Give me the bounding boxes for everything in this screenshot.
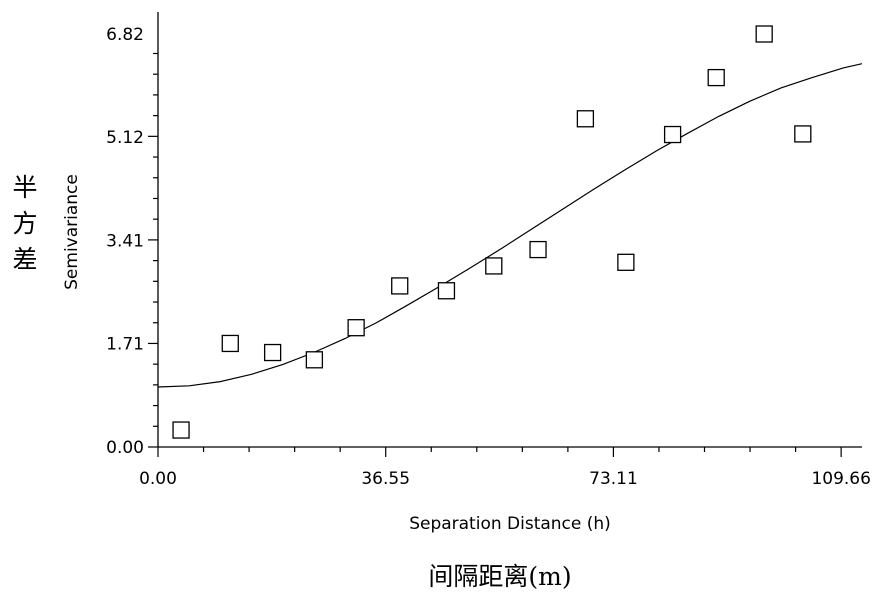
x-axis-title: Separation Distance (h) xyxy=(409,514,611,534)
data-point-square xyxy=(172,421,190,439)
data-points-layer xyxy=(172,25,812,439)
model-curve-layer xyxy=(157,63,863,388)
x-axis-title-cn: 间隔距离(m) xyxy=(428,562,571,591)
y-tick-label: 3.41 xyxy=(106,232,144,252)
data-point-square xyxy=(529,240,547,259)
model-curve xyxy=(157,63,863,388)
data-point-square xyxy=(617,253,635,271)
data-point-square xyxy=(437,282,456,300)
data-point-square xyxy=(755,25,773,43)
data-point-square xyxy=(576,110,595,128)
x-tick-label: 0.00 xyxy=(139,469,177,489)
plot-frame xyxy=(157,12,862,448)
data-point-square xyxy=(347,319,365,337)
data-point-square xyxy=(485,257,503,275)
x-axis-ticks: 0.00 36.55 73.11 109.66 xyxy=(139,447,871,489)
y-axis-title-cn-char-3: 差 xyxy=(12,245,37,274)
x-tick-label: 36.55 xyxy=(361,469,410,489)
y-axis-ticks: 0.00 1.71 3.41 5.12 6.82 xyxy=(106,25,158,458)
y-tick-label: 0.00 xyxy=(106,438,144,458)
data-point-square xyxy=(794,125,812,143)
y-axis-title-cn-char-2: 方 xyxy=(12,209,37,238)
x-tick-label: 109.66 xyxy=(811,469,870,489)
y-tick-label: 6.82 xyxy=(106,25,144,45)
y-tick-label: 1.71 xyxy=(106,334,144,354)
data-point-square xyxy=(391,277,409,295)
y-axis-title-cn-char-1: 半 xyxy=(12,173,37,202)
data-point-square xyxy=(221,334,239,353)
data-point-square xyxy=(305,351,324,369)
y-axis-title: Semivariance xyxy=(62,174,82,290)
data-point-square xyxy=(663,125,682,144)
data-point-square xyxy=(263,343,282,362)
y-tick-label: 5.12 xyxy=(106,128,144,148)
data-point-square xyxy=(707,68,725,87)
x-tick-label: 73.11 xyxy=(589,469,638,489)
